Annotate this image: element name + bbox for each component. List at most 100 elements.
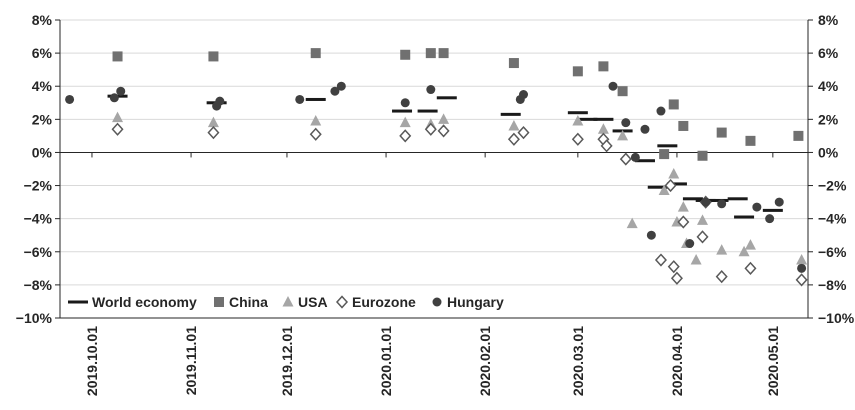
- usa-point: [658, 184, 670, 196]
- world-economy-point: [682, 197, 703, 201]
- legend: World economy China USA Eurozone Hungary: [68, 294, 504, 310]
- data-marks: [65, 48, 808, 287]
- eurozone-point: [571, 132, 584, 146]
- y-tick-label-left: −8%: [24, 277, 53, 293]
- eurozone-point: [795, 273, 808, 287]
- usa-point: [744, 239, 756, 250]
- china-point: [112, 51, 123, 62]
- china-point: [400, 49, 411, 60]
- y-tick-label-left: −2%: [24, 178, 53, 194]
- world-economy-point: [392, 109, 413, 113]
- world-economy-point: [708, 198, 729, 202]
- x-tick-label: 2020.01.01: [378, 326, 394, 396]
- hungary-point: [774, 197, 784, 207]
- hungary-point: [109, 93, 119, 103]
- eurozone-point: [667, 260, 680, 274]
- hungary-point: [330, 86, 340, 96]
- gridlines: [60, 19, 808, 286]
- y-tick-label-left: −4%: [24, 211, 53, 227]
- y-tick-label-left: −6%: [24, 244, 53, 260]
- world-economy-point: [647, 185, 668, 189]
- china-point: [438, 48, 449, 59]
- y-tick-label-right: 6%: [818, 45, 839, 61]
- legend-item-eurozone: Eurozone: [335, 294, 416, 310]
- axes: 8% 8% 6% 6% 4% 4% 2% 2% 0% 0% −2% −2% −4% −4% −6% −6% −8…: [16, 12, 855, 396]
- hungary-point: [116, 86, 126, 96]
- china-point: [745, 135, 756, 146]
- world-economy-point: [727, 197, 748, 201]
- world-economy-point: [305, 97, 326, 101]
- world-economy-point: [436, 96, 457, 100]
- usa-point: [690, 254, 702, 265]
- usa-point: [716, 244, 728, 255]
- usa-point: [572, 114, 584, 126]
- world-economy-point: [593, 117, 614, 121]
- legend-marker: [335, 295, 349, 309]
- hungary-point: [608, 81, 618, 91]
- y-tick-label-right: 4%: [818, 78, 839, 94]
- world-economy-point: [657, 144, 678, 148]
- eurozone-point: [507, 132, 520, 146]
- hungary-point: [685, 239, 695, 248]
- usa-point: [438, 113, 450, 124]
- eurozone-point: [111, 122, 124, 136]
- y-tick-label-left: −10%: [16, 310, 53, 326]
- hungary-point: [519, 90, 529, 99]
- eurozone-point: [207, 125, 220, 140]
- china-point: [716, 127, 727, 138]
- china-point: [208, 51, 219, 62]
- world-economy-point: [417, 109, 438, 113]
- legend-marker: [214, 297, 224, 307]
- china-point: [659, 149, 670, 160]
- y-tick-label-right: 8%: [818, 12, 839, 28]
- usa-point: [697, 214, 709, 225]
- y-tick-label-right: 2%: [818, 111, 839, 127]
- china-point: [678, 120, 689, 131]
- y-tick-label-right: −8%: [818, 277, 847, 293]
- legend-label: Eurozone: [352, 294, 416, 310]
- legend-marker: [68, 300, 88, 304]
- usa-point: [508, 119, 520, 131]
- usa-point: [207, 116, 219, 128]
- eurozone-point: [677, 215, 690, 229]
- legend-label: China: [229, 294, 268, 310]
- eurozone-point: [670, 271, 683, 285]
- legend-item-world-economy: World economy: [68, 294, 197, 310]
- usa-point: [738, 245, 750, 257]
- eurozone-point: [600, 139, 613, 153]
- world-economy-point: [577, 117, 598, 121]
- hungary-point: [717, 199, 727, 209]
- usa-point: [617, 129, 629, 141]
- x-tick-label: 2020.05.01: [765, 326, 781, 396]
- y-tick-label-left: 2%: [32, 111, 53, 127]
- world-economy-point: [666, 182, 687, 186]
- hungary-point: [797, 263, 807, 273]
- x-tick-label: 2020.03.01: [570, 326, 586, 396]
- usa-point: [112, 111, 124, 123]
- usa-point: [677, 201, 689, 212]
- world-economy-point: [734, 215, 755, 219]
- eurozone-point: [744, 261, 757, 275]
- series-china: [112, 48, 804, 161]
- hungary-point: [701, 197, 711, 207]
- world-economy-point: [762, 208, 783, 212]
- usa-point: [310, 114, 322, 126]
- china-point: [697, 150, 708, 161]
- usa-point: [796, 254, 808, 265]
- x-tick-label: 2019.12.01: [279, 326, 295, 396]
- china-point: [617, 86, 628, 97]
- y-tick-label-left: 0%: [32, 144, 53, 160]
- eurozone-point: [309, 127, 322, 141]
- y-tick-label-right: −10%: [818, 310, 855, 326]
- world-economy-point: [500, 112, 521, 116]
- legend-label: USA: [298, 294, 328, 310]
- hungary-point: [765, 214, 775, 224]
- china-point: [425, 48, 436, 59]
- hungary-point: [640, 124, 650, 134]
- eurozone-point: [654, 253, 667, 267]
- hungary-point: [656, 106, 666, 116]
- y-tick-label-left: 4%: [32, 78, 53, 94]
- legend-item-china: China: [214, 294, 268, 310]
- hungary-point: [215, 96, 225, 106]
